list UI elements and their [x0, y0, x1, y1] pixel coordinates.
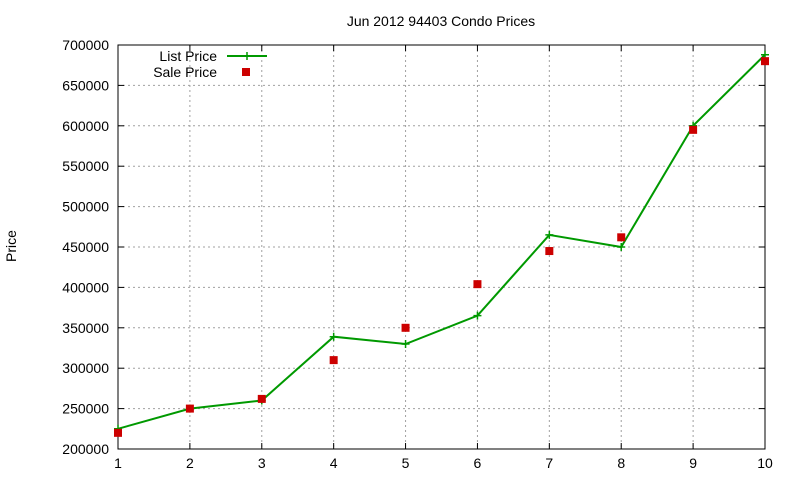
data-point-sale-price — [761, 57, 769, 66]
data-point-sale-price — [114, 428, 122, 437]
x-tick-label: 10 — [757, 455, 773, 471]
y-tick-label: 500000 — [62, 199, 109, 215]
data-point-sale-price — [545, 247, 554, 256]
x-tick-label: 7 — [545, 455, 553, 471]
y-tick-label: 400000 — [62, 279, 109, 295]
y-tick-label: 700000 — [62, 37, 109, 53]
data-point-sale-price — [257, 394, 266, 403]
legend-label-sale-price: Sale Price — [153, 64, 217, 80]
series-line-list-price — [117, 53, 766, 430]
legend: List Price Sale Price — [153, 48, 267, 80]
y-tick-label: 250000 — [62, 401, 109, 417]
data-point-sale-price — [329, 356, 338, 365]
y-tick-label: 450000 — [62, 239, 109, 255]
x-tick-label: 4 — [330, 455, 338, 471]
x-tick-label: 9 — [689, 455, 697, 471]
x-tick-label: 6 — [474, 455, 482, 471]
x-tick-label: 5 — [402, 455, 410, 471]
y-tick-label: 200000 — [62, 441, 109, 457]
plot-frame — [117, 44, 766, 450]
data-point-sale-price — [185, 404, 194, 413]
y-tick-label: 300000 — [62, 360, 109, 376]
y-tick-label: 350000 — [62, 320, 109, 336]
data-point-list-price — [545, 230, 554, 239]
data-point-list-price — [473, 311, 482, 320]
legend-marker-list-price — [243, 52, 251, 60]
data-point-sale-price — [617, 233, 626, 242]
legend-marker-sale-price — [242, 68, 250, 76]
data-point-list-price — [329, 332, 338, 341]
data-point-sale-price — [689, 125, 698, 134]
x-tick-label: 2 — [186, 455, 194, 471]
data-point-sale-price — [401, 323, 410, 332]
x-tick-label: 3 — [258, 455, 266, 471]
y-tick-label: 600000 — [62, 118, 109, 134]
y-axis-label: Price — [3, 230, 19, 262]
x-tick-label: 1 — [114, 455, 122, 471]
axes-layer: 200000 250000 300000 350000 400000 450000 5000… — [62, 37, 773, 471]
data-layer — [114, 50, 769, 437]
x-tick-label: 8 — [617, 455, 625, 471]
data-point-list-price — [617, 243, 626, 251]
y-tick-label: 650000 — [62, 77, 109, 93]
data-point-sale-price — [473, 280, 482, 289]
grid-layer — [118, 45, 765, 449]
chart-title: Jun 2012 94403 Condo Prices — [347, 13, 535, 29]
data-point-list-price — [401, 339, 410, 348]
y-tick-label: 550000 — [62, 158, 109, 174]
legend-label-list-price: List Price — [159, 48, 217, 64]
